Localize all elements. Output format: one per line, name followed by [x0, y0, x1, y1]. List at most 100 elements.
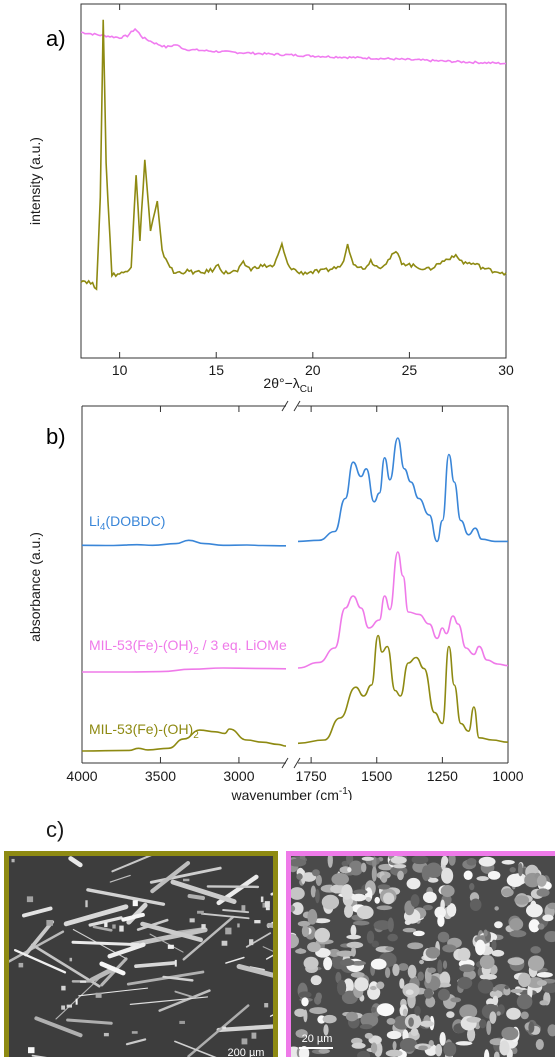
powder-particle [370, 986, 377, 991]
crystal-needle [236, 963, 273, 978]
crystal-needle [34, 1016, 83, 1038]
powder-particle [373, 920, 391, 931]
crystal-needle [99, 961, 126, 976]
powder-particle [457, 947, 471, 962]
powder-particle [477, 967, 483, 977]
powder-particle [402, 927, 417, 933]
powder-particle [494, 921, 503, 929]
scale-bar-label-left: 200 µm [228, 1047, 265, 1057]
powder-particle [410, 894, 420, 908]
powder-particle [364, 1032, 373, 1039]
powder-particle [398, 963, 409, 971]
ir-series-0-right [297, 437, 508, 543]
powder-particle [350, 924, 357, 937]
crystal-fragment [46, 919, 54, 926]
powder-particle [408, 1017, 414, 1027]
powder-particle [343, 904, 354, 918]
crystal-fragment [75, 998, 78, 1005]
powder-particle [294, 1008, 307, 1017]
powder-particle [536, 874, 547, 887]
powder-particle [475, 939, 486, 956]
powder-particle [518, 972, 531, 988]
ir-x-tick-label: 1250 [427, 768, 458, 784]
crystal-fragment [264, 1003, 269, 1008]
crystal-needle [129, 996, 209, 1005]
powder-particle [392, 963, 400, 977]
panel-a: a) 10 15 20 25 30 intensity (a.u.) 2θ°−λCu [0, 0, 555, 400]
xrd-x-tick-label: 10 [112, 362, 128, 378]
powder-particle [303, 956, 319, 970]
crystal-fragment [66, 1004, 73, 1008]
ir-x-tick-label: 1000 [492, 768, 523, 784]
crystal-fragment [26, 896, 34, 903]
powder-particle [360, 862, 367, 873]
powder-particle [478, 856, 496, 867]
powder-particle [494, 906, 499, 911]
crystal-fragment [131, 1031, 138, 1034]
powder-particle [437, 931, 450, 943]
crystal-needle [68, 856, 83, 868]
crystal-needle [216, 1024, 273, 1033]
crystal-needle [129, 927, 208, 948]
powder-particle [318, 1048, 330, 1054]
crystal-needle [140, 921, 204, 943]
powder-particle [295, 1029, 308, 1038]
powder-particle [407, 942, 424, 950]
powder-particle [405, 989, 414, 996]
powder-particle [504, 985, 509, 990]
powder-particle [341, 884, 353, 900]
crystal-fragment [251, 1032, 257, 1039]
powder-particle [501, 888, 514, 897]
crystal-needle [262, 946, 273, 952]
powder-particle [530, 946, 541, 954]
powder-particle [336, 950, 355, 957]
crystal-needle [149, 866, 222, 884]
crystal-needle [21, 906, 53, 918]
powder-particle [442, 944, 457, 953]
powder-particle [479, 1019, 487, 1029]
crystal-needle [89, 966, 117, 983]
crystal-fragment [61, 985, 66, 991]
powder-particle [501, 1026, 519, 1041]
powder-particle [312, 869, 320, 877]
crystal-needle [134, 961, 177, 968]
sem-crystals-graphic: 200 µm [9, 856, 273, 1057]
powder-particle [353, 920, 370, 926]
powder-particle [315, 992, 322, 1001]
powder-particle [322, 1014, 337, 1024]
powder-particle [441, 867, 454, 884]
powder-particle [356, 905, 374, 920]
powder-particle [291, 933, 299, 949]
powder-particle [380, 875, 388, 883]
powder-particle [314, 927, 331, 943]
powder-particle [291, 902, 304, 916]
xrd-x-tick-label: 30 [498, 362, 514, 378]
powder-particle [459, 1004, 478, 1019]
axis-break-bottom [281, 757, 301, 769]
crystal-fragment [201, 924, 206, 929]
powder-particle [336, 979, 347, 996]
powder-particle [435, 1043, 443, 1057]
powder-particle [487, 870, 501, 880]
ir-series-1-left [82, 667, 287, 673]
powder-particle [307, 909, 318, 925]
powder-particle [506, 1007, 521, 1020]
powder-particle [323, 956, 333, 971]
crystal-needle [149, 933, 184, 953]
crystal-needle [86, 888, 166, 906]
powder-particle [535, 1038, 544, 1050]
sem-powder-graphic: 20 µm [291, 856, 555, 1057]
powder-particle [301, 925, 310, 938]
powder-particle [427, 967, 436, 974]
crystal-fragment [119, 925, 124, 932]
ir-series-1-right [297, 551, 509, 669]
crystal-needle [23, 920, 55, 957]
powder-particle [417, 971, 424, 982]
powder-particle [385, 1049, 403, 1057]
powder-particle [421, 865, 431, 881]
powder-particle [399, 1037, 418, 1052]
powder-particle [419, 959, 424, 965]
sem-image-crystals: 200 µm [4, 851, 278, 1057]
crystal-needle [13, 948, 67, 974]
crystal-fragment [264, 901, 270, 908]
